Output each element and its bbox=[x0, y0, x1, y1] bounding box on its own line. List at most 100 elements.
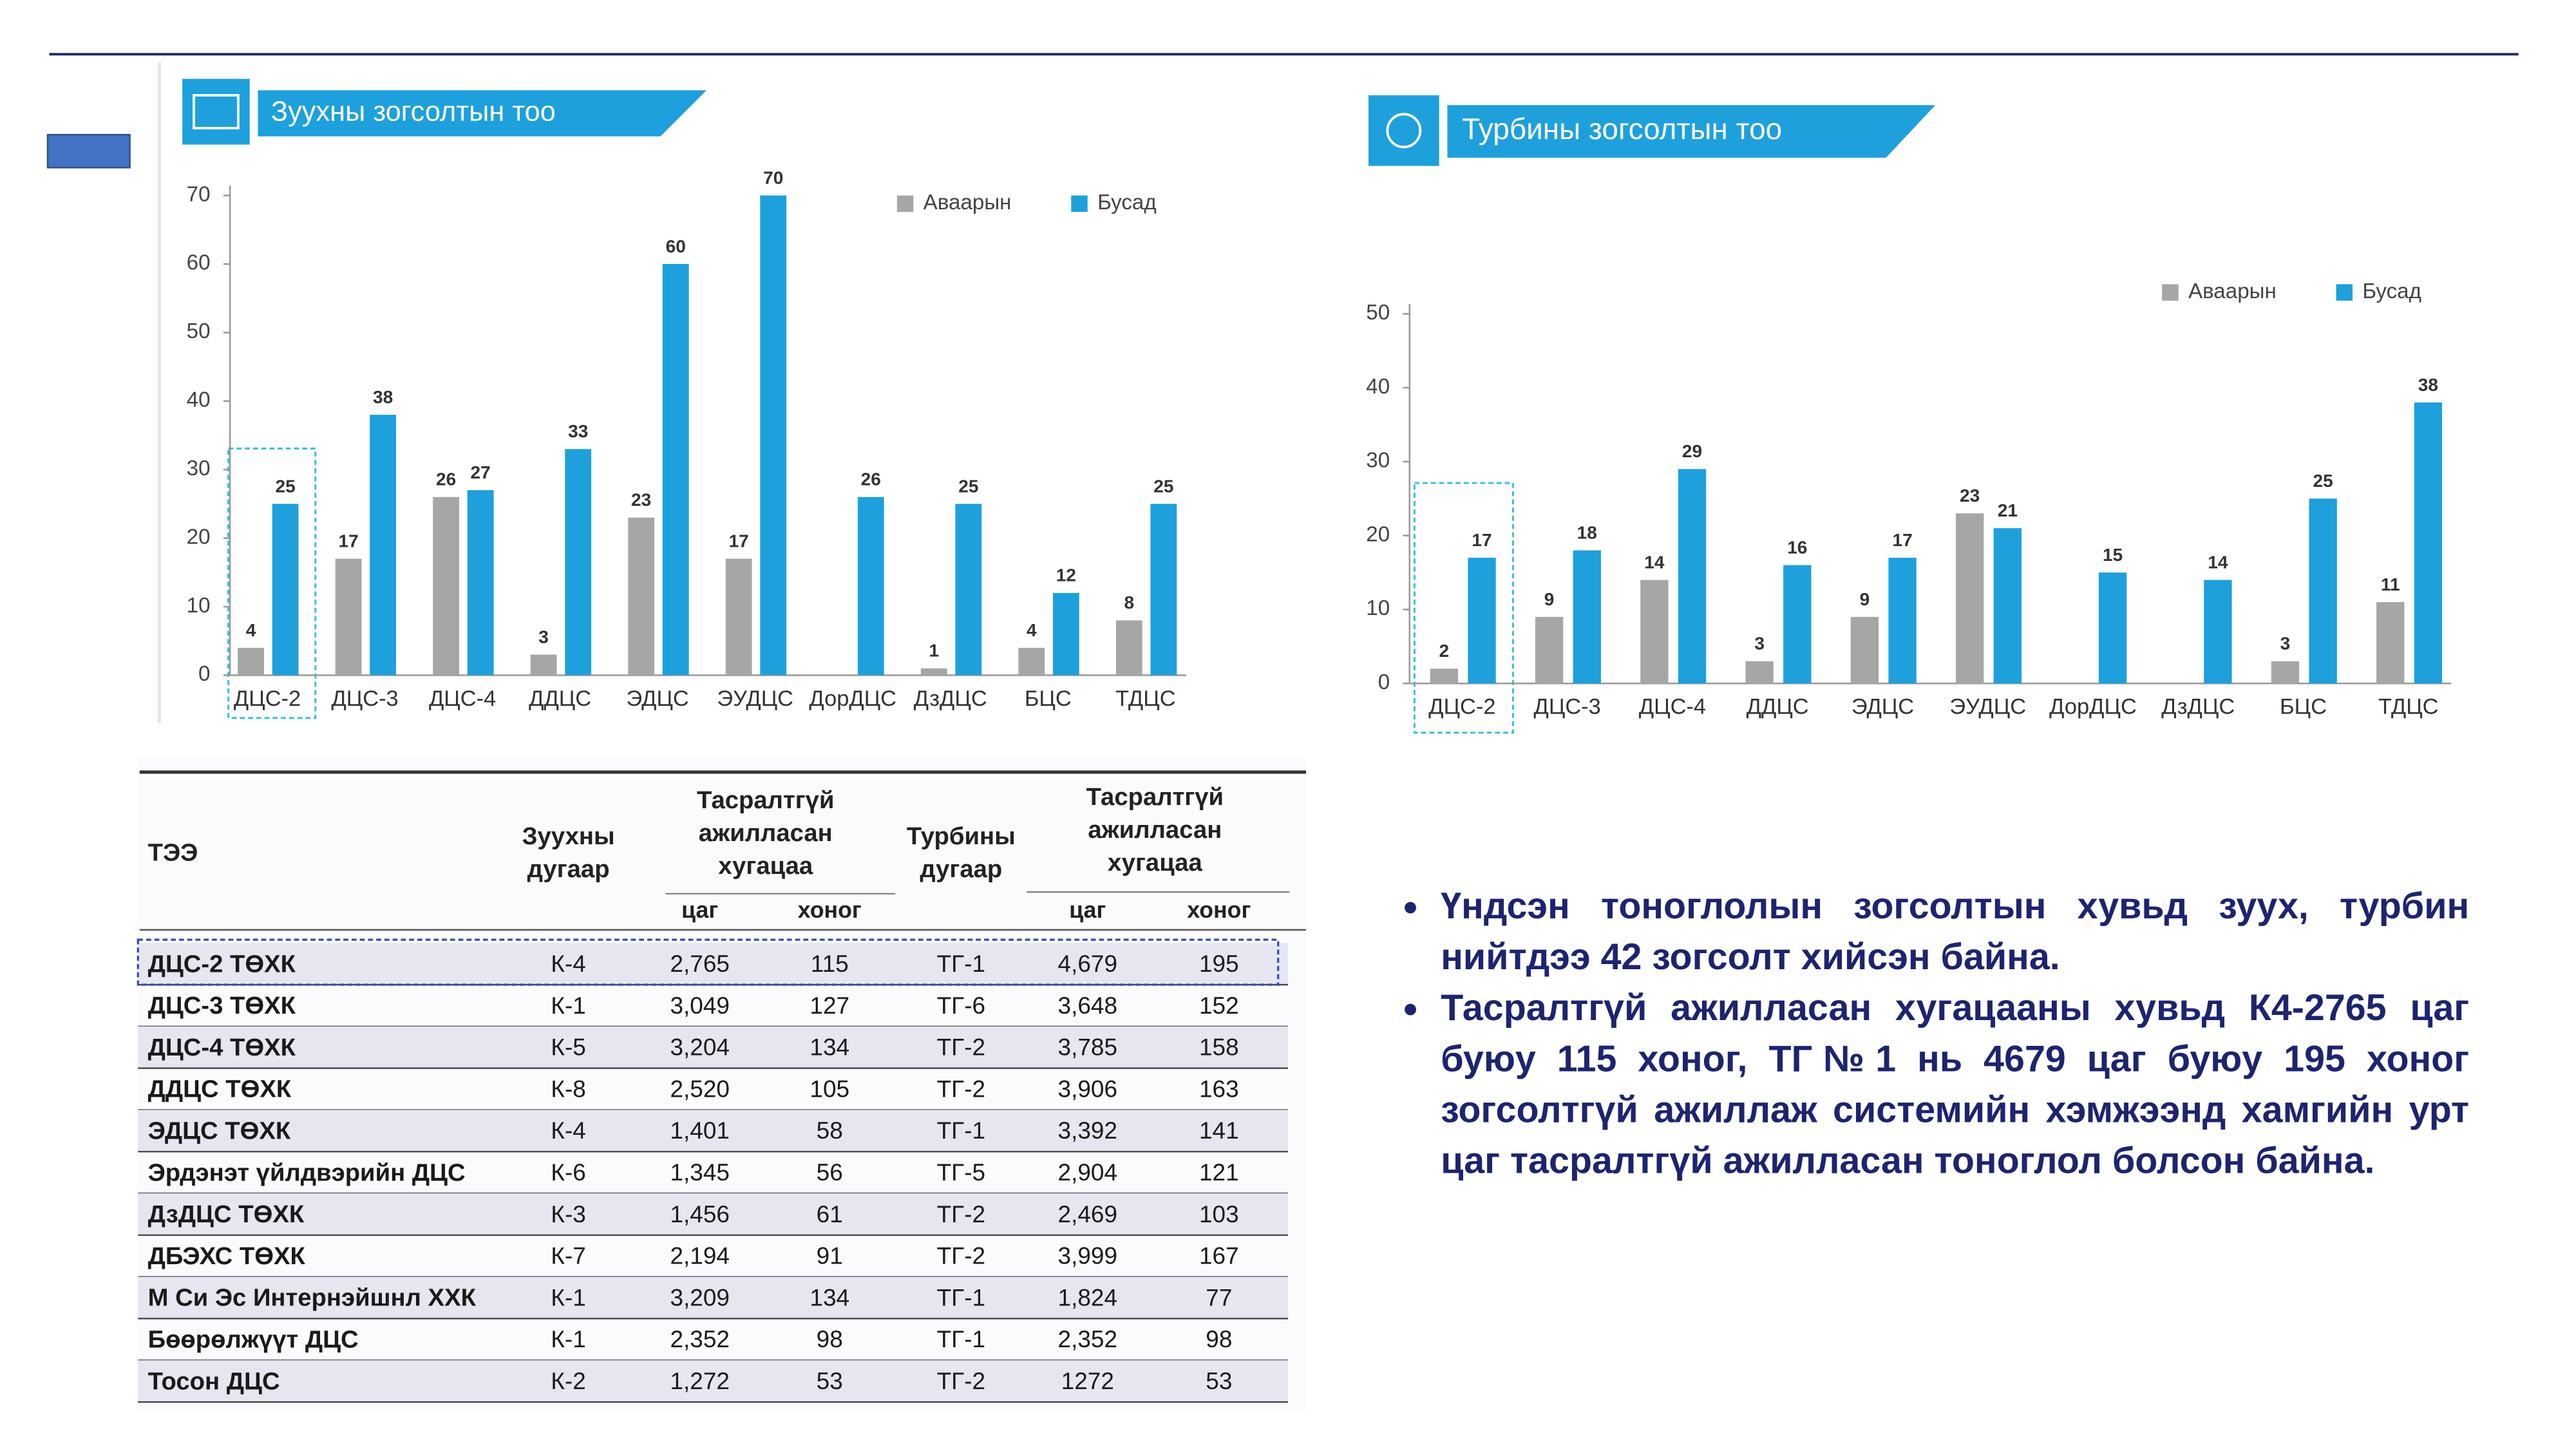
data-label: 1 bbox=[929, 641, 939, 661]
bar bbox=[1640, 580, 1669, 684]
data-label: 12 bbox=[1056, 565, 1076, 585]
table-cell: 134 bbox=[810, 1034, 849, 1061]
data-label: 70 bbox=[763, 167, 783, 187]
data-label: 2 bbox=[1439, 641, 1450, 661]
legend-label: Аваарын bbox=[923, 191, 1012, 214]
legend-swatch bbox=[2162, 284, 2179, 301]
y-tick-label: 40 bbox=[1366, 375, 1390, 399]
plant-name: ЭДЦС ТӨХК bbox=[148, 1117, 291, 1145]
bar bbox=[1018, 647, 1045, 676]
legend-label: Бусад bbox=[1097, 191, 1157, 214]
table-header: Тасралтгүй ажилласан хугацаа bbox=[697, 786, 835, 881]
x-tick-label: ДзДЦС bbox=[2161, 695, 2235, 719]
x-tick-label: ДЦС-3 bbox=[331, 687, 398, 711]
data-label: 33 bbox=[568, 421, 588, 441]
table-header: Тасралтгүй ажилласан хугацаа bbox=[1086, 783, 1224, 878]
table-cell: 77 bbox=[1206, 1284, 1232, 1311]
bar bbox=[2414, 402, 2443, 684]
data-label: 38 bbox=[2418, 375, 2438, 395]
table-cell: 4,679 bbox=[1058, 951, 1118, 977]
bar bbox=[565, 449, 592, 676]
table-header: Турбины дугаар bbox=[906, 823, 1016, 884]
y-tick-label: 40 bbox=[187, 388, 211, 412]
table-cell: 152 bbox=[1199, 992, 1239, 1019]
x-tick-label: ДЦС-4 bbox=[429, 687, 496, 711]
bullet: Тасралтгүй ажилласан хугацааны хувьд К4-… bbox=[1437, 983, 2469, 1186]
y-tick-label: 30 bbox=[187, 457, 211, 480]
icon-turbine bbox=[1368, 95, 1439, 166]
legend-swatch bbox=[896, 195, 914, 213]
table-cell: 3,785 bbox=[1058, 1034, 1118, 1061]
plant-name: ДЦС-3 ТӨХК bbox=[148, 992, 296, 1019]
table-cell: 3,209 bbox=[670, 1284, 730, 1311]
table-subheader: хоног bbox=[1187, 897, 1251, 923]
data-label: 15 bbox=[2103, 545, 2123, 565]
bar bbox=[2271, 661, 2300, 684]
table-cell: К-5 bbox=[551, 1034, 585, 1061]
bullet-box: Үндсэн тоноглолын зогсолтын хувьд зуух, … bbox=[1372, 880, 2469, 1274]
bar bbox=[370, 415, 397, 676]
table-cell: 134 bbox=[810, 1284, 849, 1311]
bar bbox=[1535, 616, 1564, 684]
table-cell: 167 bbox=[1199, 1243, 1239, 1269]
data-label: 3 bbox=[2280, 634, 2291, 654]
table-cell: 56 bbox=[817, 1159, 843, 1186]
plant-name: Бөөрөлжүүт ДЦС bbox=[148, 1326, 359, 1354]
row-band bbox=[138, 943, 1288, 985]
table-cell: 2,352 bbox=[1058, 1326, 1118, 1352]
bar bbox=[1430, 668, 1459, 684]
table-cell: 53 bbox=[1206, 1368, 1232, 1394]
y-tick-label: 50 bbox=[187, 319, 211, 343]
table-cell: ТГ-1 bbox=[937, 1326, 985, 1352]
bar bbox=[760, 195, 787, 676]
table-cell: К-4 bbox=[551, 1117, 585, 1144]
chart-title: Турбины зогсолтын тоо bbox=[1462, 112, 1782, 146]
data-label: 9 bbox=[1544, 589, 1555, 609]
data-label: 11 bbox=[2381, 574, 2400, 594]
header-cell: Тасралтгүй ажилласан хугацаа bbox=[697, 786, 835, 881]
x-tick-label: ТДЦС bbox=[2378, 695, 2439, 719]
legend-label: Аваарын bbox=[2188, 279, 2277, 303]
bar bbox=[433, 497, 460, 676]
bar bbox=[1745, 661, 1774, 684]
table-cell: 1,272 bbox=[670, 1368, 730, 1394]
data-label: 17 bbox=[729, 531, 749, 551]
bar bbox=[628, 517, 655, 676]
table-cell: 127 bbox=[810, 992, 849, 1019]
table-cell: ТГ-2 bbox=[937, 1034, 985, 1061]
table-cell: К-1 bbox=[551, 1326, 585, 1352]
data-label: 21 bbox=[1998, 500, 2018, 520]
x-tick-label: ДзДЦС bbox=[914, 687, 987, 711]
x-tick-label: ЭДЦС bbox=[627, 687, 689, 711]
table-cell: 103 bbox=[1199, 1201, 1239, 1227]
table-cell: 2,765 bbox=[670, 951, 730, 977]
bar bbox=[1955, 513, 1984, 684]
y-tick-label: 30 bbox=[1366, 449, 1390, 473]
table-cell: 91 bbox=[817, 1243, 843, 1269]
bar bbox=[238, 647, 264, 676]
plant-name: ДБЭХС ТӨХК bbox=[148, 1242, 306, 1270]
table-cell: ТГ-2 bbox=[937, 1243, 985, 1269]
row-band bbox=[138, 1193, 1288, 1235]
table-cell: 1,345 bbox=[670, 1159, 730, 1186]
bar bbox=[2204, 580, 2232, 684]
x-tick-label: ЭУДЦС bbox=[717, 687, 793, 711]
row-highlight bbox=[137, 938, 1280, 986]
bar bbox=[1150, 504, 1177, 676]
x-tick-label: ДорДЦС bbox=[809, 687, 896, 711]
x-tick-label: БЦС bbox=[1025, 687, 1072, 711]
table-cell: 105 bbox=[810, 1075, 849, 1102]
table-cell: 61 bbox=[817, 1201, 843, 1227]
legend-swatch bbox=[2336, 284, 2353, 301]
data-label: 17 bbox=[338, 531, 358, 551]
data-label: 14 bbox=[2208, 552, 2228, 572]
table-cell: 1,824 bbox=[1058, 1284, 1118, 1311]
table-cell: К-6 bbox=[551, 1159, 585, 1186]
table-cell: 195 bbox=[1199, 951, 1239, 977]
table-cell: 3,392 bbox=[1058, 1117, 1118, 1144]
table-cell: ТГ-1 bbox=[937, 951, 985, 977]
data-label: 25 bbox=[1153, 476, 1173, 496]
x-tick-label: БЦС bbox=[2280, 695, 2327, 719]
y-tick-label: 10 bbox=[1366, 596, 1390, 620]
table-cell: 2,352 bbox=[670, 1326, 730, 1352]
